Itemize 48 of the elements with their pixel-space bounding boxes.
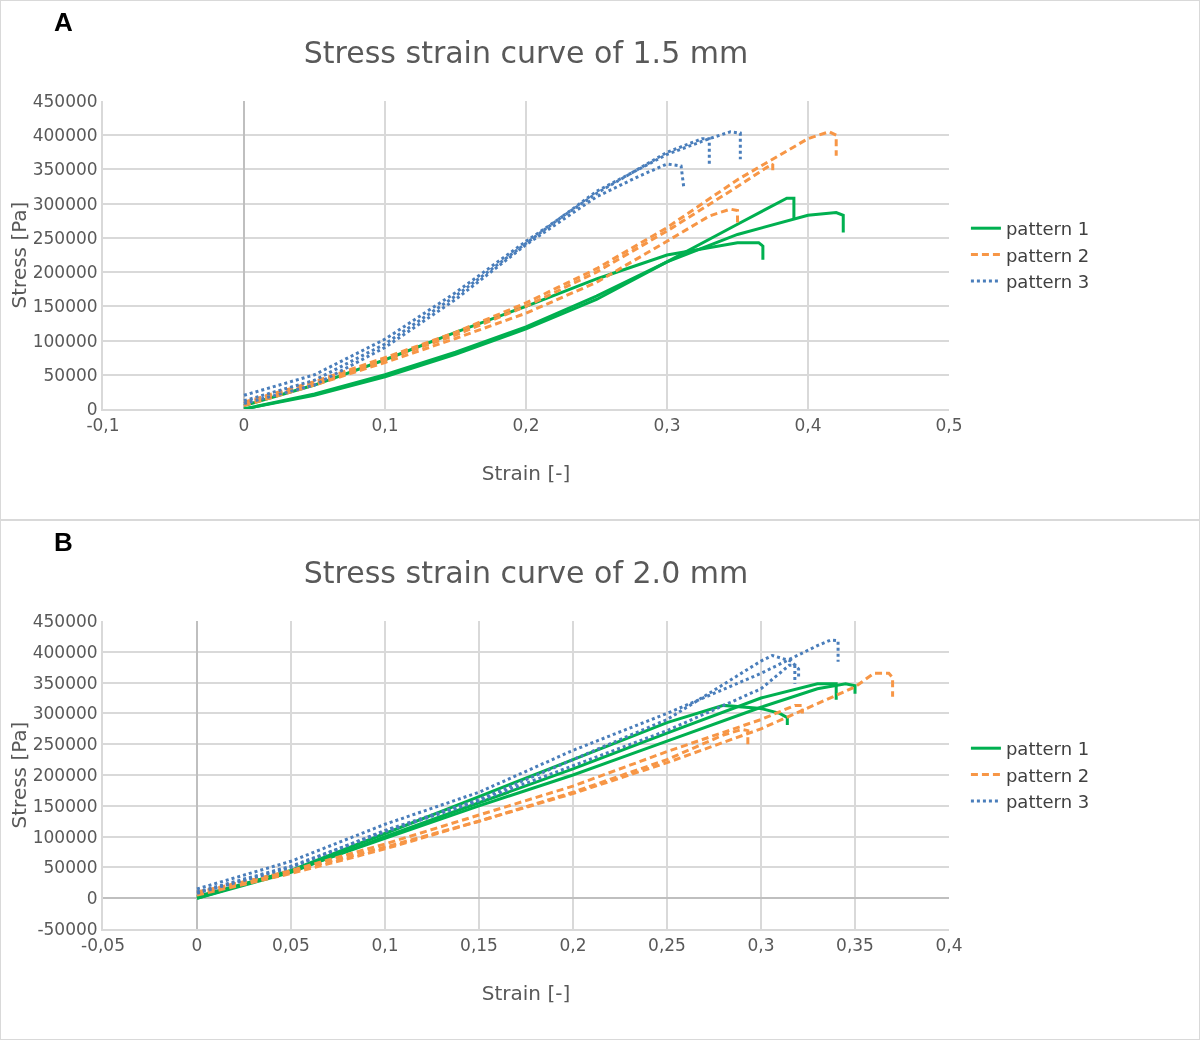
- x-tick-label: 0,3: [653, 415, 681, 436]
- y-tick-label: 250000: [32, 227, 98, 248]
- y-tick-label: 300000: [32, 193, 98, 214]
- chart-title: Stress strain curve of 2.0 mm: [303, 555, 749, 591]
- x-tick-label: 0,4: [794, 415, 822, 436]
- x-tick-label: 0,1: [371, 415, 399, 436]
- x-tick-label: 0: [238, 415, 250, 436]
- x-axis-title: Strain [-]: [481, 461, 571, 485]
- legend-label: pattern 2: [1005, 764, 1090, 786]
- text: A: [54, 7, 73, 37]
- x-tick-label: 0,5: [935, 415, 963, 436]
- y-tick-label: 400000: [32, 125, 98, 146]
- y-tick-label: 250000: [32, 734, 98, 755]
- y-tick-label: 150000: [32, 795, 98, 816]
- y-tick-label: 100000: [32, 330, 98, 351]
- x-tick-label: 0,05: [272, 935, 310, 956]
- x-tick-label: 0,4: [935, 935, 963, 956]
- y-tick-label: 0: [86, 888, 98, 909]
- x-tick-label: 0,2: [512, 415, 540, 436]
- y-tick-label: 50000: [43, 364, 98, 385]
- x-tick-label: 0,2: [559, 935, 587, 956]
- y-tick-label: 200000: [32, 262, 98, 283]
- legend-label: pattern 2: [1005, 244, 1090, 266]
- y-axis-title: Stress [Pa]: [6, 201, 31, 309]
- y-tick-label: 350000: [32, 672, 98, 693]
- legend-label: pattern 3: [1005, 791, 1090, 813]
- y-tick-label: 400000: [32, 641, 98, 662]
- x-tick-label: 0: [191, 935, 203, 956]
- y-axis-title: Stress [Pa]: [6, 721, 31, 829]
- x-axis-title: Strain [-]: [481, 981, 571, 1005]
- y-tick-label: 200000: [32, 764, 98, 785]
- x-tick-label: 0,1: [371, 935, 399, 956]
- chart-title: Stress strain curve of 1.5 mm: [303, 35, 749, 71]
- legend-label: pattern 1: [1005, 218, 1090, 240]
- x-tick-label: 0,35: [836, 935, 874, 956]
- y-tick-label: 150000: [32, 296, 98, 317]
- text: B: [54, 527, 73, 557]
- y-tick-label: 300000: [32, 703, 98, 724]
- y-tick-label: 450000: [32, 610, 98, 631]
- y-tick-label: 50000: [43, 857, 98, 878]
- x-tick-label: 0,25: [648, 935, 686, 956]
- y-tick-label: 350000: [32, 159, 98, 180]
- legend-label: pattern 1: [1005, 738, 1090, 760]
- x-tick-label: 0,15: [460, 935, 498, 956]
- legend-label: pattern 3: [1005, 271, 1090, 293]
- x-tick-label: 0,3: [747, 935, 775, 956]
- y-tick-label: 100000: [32, 826, 98, 847]
- y-tick-label: 450000: [32, 90, 98, 111]
